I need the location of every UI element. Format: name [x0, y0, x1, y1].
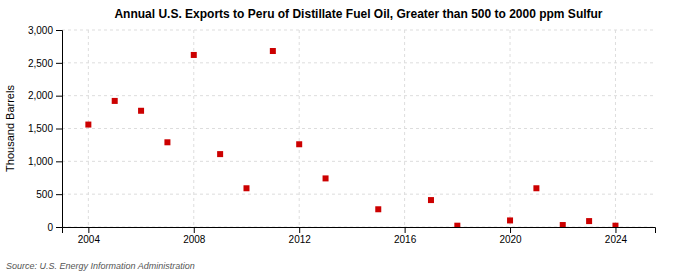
- grid-line: [62, 95, 655, 96]
- grid-line: [510, 30, 511, 227]
- tick: 2004: [78, 227, 101, 245]
- tick-label: 1,000: [28, 156, 53, 167]
- tick-label: 2008: [183, 234, 206, 245]
- tick: 2,500: [28, 58, 62, 69]
- tick: 3,000: [28, 25, 62, 36]
- tick: 500: [36, 189, 62, 200]
- tick: 2016: [394, 227, 417, 245]
- point: [375, 206, 381, 212]
- point: [138, 108, 144, 114]
- tick-label: 0: [47, 222, 53, 233]
- x-axis: 2004 2008 2012 2016 2020 2024: [63, 227, 656, 245]
- source-note: Source: U.S. Energy Information Administ…: [6, 261, 195, 271]
- tick-mark: [56, 129, 62, 130]
- grid-line: [62, 30, 655, 31]
- point: [217, 151, 223, 157]
- tick-mark: [56, 30, 62, 31]
- tick-label: 500: [36, 189, 53, 200]
- grid-line: [404, 30, 405, 227]
- tick: 1,500: [28, 123, 62, 134]
- point: [533, 185, 539, 191]
- point: [164, 139, 170, 145]
- point: [586, 218, 592, 224]
- tick: 2020: [499, 227, 522, 245]
- point: [454, 223, 460, 227]
- tick-label: 2004: [78, 234, 101, 245]
- grid-line: [193, 30, 194, 227]
- grid-line: [62, 62, 655, 63]
- point: [112, 98, 118, 104]
- tick: 2012: [289, 227, 312, 245]
- grid-line: [62, 128, 655, 129]
- tick-mark: [194, 227, 195, 233]
- point: [270, 48, 276, 54]
- tick: 1,000: [28, 156, 62, 167]
- tick-mark: [615, 227, 616, 233]
- tick: 2,000: [28, 90, 62, 101]
- y-axis-label: Thousand Barrels: [4, 85, 16, 172]
- grid-line: [62, 161, 655, 162]
- point: [243, 185, 249, 191]
- tick-label: 2,000: [28, 90, 53, 101]
- plot-area: 2004 2008 2012 2016 2020 2024 0 500 1,000 1,500 2,…: [28, 25, 656, 245]
- tick-label: 2,500: [28, 58, 53, 69]
- tick-label: 2024: [605, 234, 628, 245]
- tick-mark: [56, 161, 62, 162]
- tick-mark: [299, 227, 300, 233]
- tick-label: 2016: [394, 234, 417, 245]
- title: Annual U.S. Exports to Peru of Distillat…: [114, 7, 602, 21]
- tick-mark: [56, 63, 62, 64]
- grid: [62, 30, 655, 227]
- tick: 2024: [605, 227, 628, 245]
- point: [85, 122, 91, 128]
- tick: 2008: [183, 227, 206, 245]
- grid-line: [615, 30, 616, 227]
- point: [296, 141, 302, 147]
- axis-line: [63, 228, 656, 234]
- axis-line: [56, 31, 63, 228]
- tick-label: 1,500: [28, 123, 53, 134]
- tick-mark: [56, 194, 62, 195]
- tick-label: 2020: [499, 234, 522, 245]
- tick-mark: [510, 227, 511, 233]
- tick-mark: [56, 96, 62, 97]
- y-axis: 0 500 1,000 1,500 2,000 2,500 3,000: [28, 25, 63, 233]
- point: [428, 197, 434, 203]
- chart: 2004 2008 2012 2016 2020 2024 0 500 1,000 1,500 2,…: [0, 0, 675, 275]
- point: [507, 217, 513, 223]
- tick: 0: [47, 222, 62, 233]
- tick-mark: [88, 227, 89, 233]
- point: [612, 223, 618, 227]
- tick-label: 2012: [289, 234, 312, 245]
- point: [191, 52, 197, 58]
- point: [560, 222, 566, 227]
- points: [85, 48, 618, 227]
- grid-line: [88, 30, 89, 227]
- tick-mark: [56, 227, 62, 228]
- tick-label: 3,000: [28, 25, 53, 36]
- point: [323, 175, 329, 181]
- grid-line: [299, 30, 300, 227]
- tick-mark: [405, 227, 406, 233]
- grid-line: [62, 194, 655, 195]
